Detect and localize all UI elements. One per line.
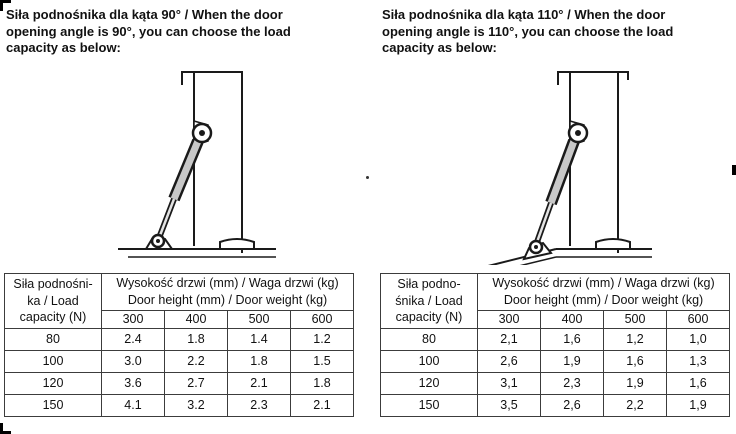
table-row: 120 3.6 2.7 2.1 1.8: [4, 371, 354, 395]
col-header-400: 400: [164, 309, 228, 329]
value-cell: 3.6: [101, 371, 165, 395]
table-row: 100 2,6 1,9 1,6 1,3: [380, 349, 730, 373]
bottom-pivot-pin: [534, 244, 538, 249]
value-cell: 1.8: [227, 349, 291, 373]
scan-edge-mark-right: [732, 165, 736, 175]
value-cell: 1,0: [666, 327, 730, 351]
value-cell: 3.2: [164, 393, 228, 417]
cabinet-base-line: [487, 247, 652, 273]
table-row: 150 3,5 2,6 2,2 1,9: [380, 393, 730, 417]
table-row: 80 2,1 1,6 1,2 1,0: [380, 327, 730, 351]
value-cell: 2.1: [227, 371, 291, 395]
value-cell: 2,2: [603, 393, 667, 417]
heading-angle-90: Siła podnośnika dla kąta 90° / When the …: [6, 7, 291, 56]
value-cell: 1,3: [666, 349, 730, 373]
scan-corner-mark-bottom-left: [0, 423, 11, 434]
value-cell: 1,6: [666, 371, 730, 395]
value-cell: 1.8: [164, 327, 228, 351]
value-cell: 1,6: [603, 349, 667, 373]
load-cell: 120: [380, 371, 478, 395]
load-table-110: Siła podno- śnika / Load capacity (N) Wy…: [380, 272, 730, 417]
bottom-pivot-pin: [156, 238, 160, 243]
scan-corner-mark-top-left: [0, 0, 11, 11]
load-cell: 120: [4, 371, 102, 395]
piston-rod: [535, 202, 553, 243]
column-header-row: 300 400 500 600: [5, 309, 354, 329]
value-cell: 1,9: [666, 393, 730, 417]
table-row: 150 4.1 3.2 2.3 2.1: [4, 393, 354, 417]
col-header-600: 600: [666, 309, 730, 329]
load-capacity-header: Siła podno- śnika / Load capacity (N): [380, 272, 478, 329]
value-cell: 1,2: [603, 327, 667, 351]
value-cell: 2.4: [101, 327, 165, 351]
value-cell: 2.7: [164, 371, 228, 395]
col-header-500: 500: [603, 309, 667, 329]
value-cell: 1,6: [540, 327, 604, 351]
scan-dot-mark: [366, 176, 369, 179]
load-capacity-header: Siła podnośni- ka / Load capacity (N): [4, 272, 102, 329]
heading-angle-110: Siła podnośnika dla kąta 110° / When the…: [382, 7, 674, 56]
load-cell: 80: [4, 327, 102, 351]
value-cell: 1.4: [227, 327, 291, 351]
table-row: 120 3,1 2,3 1,9 1,6: [380, 371, 730, 395]
load-cell: 100: [4, 349, 102, 373]
value-cell: 1,9: [603, 371, 667, 395]
value-cell: 1,9: [540, 349, 604, 373]
door-strut-diagram-90: [102, 63, 292, 265]
value-cell: 4.1: [101, 393, 165, 417]
panel-angle-90: Siła podnośnika dla kąta 90° / When the …: [4, 7, 354, 417]
cabinet-base-line: [118, 247, 276, 258]
door-bottom-hinge: [595, 237, 631, 250]
value-cell: 3,1: [477, 371, 541, 395]
column-header-row: 300 400 500 600: [381, 309, 730, 329]
value-cell: 3,5: [477, 393, 541, 417]
panel-angle-110: Siła podnośnika dla kąta 110° / When the…: [368, 0, 736, 434]
load-cell: 150: [4, 393, 102, 417]
value-cell: 2.1: [290, 393, 354, 417]
load-cell: 80: [380, 327, 478, 351]
strut-body: [170, 139, 202, 201]
table-row: 100 3.0 2.2 1.8 1.5: [4, 349, 354, 373]
col-header-300: 300: [477, 309, 541, 329]
value-cell: 2.2: [164, 349, 228, 373]
col-header-400: 400: [540, 309, 604, 329]
table-header-row: Siła podno- śnika / Load capacity (N) Wy…: [380, 272, 730, 329]
door-bottom-hinge: [219, 237, 255, 250]
table-row: 80 2.4 1.8 1.4 1.2: [4, 327, 354, 351]
value-cell: 1.8: [290, 371, 354, 395]
value-cell: 2.3: [227, 393, 291, 417]
value-cell: 3.0: [101, 349, 165, 373]
load-table-90: Siła podnośni- ka / Load capacity (N) Wy…: [4, 272, 354, 417]
door-strut-diagram-110: [478, 63, 668, 273]
value-cell: 2,6: [477, 349, 541, 373]
height-weight-header: Wysokość drzwi (mm) / Waga drzwi (kg) Do…: [477, 272, 730, 311]
load-cell: 100: [380, 349, 478, 373]
gas-strut-90-illustration: [118, 70, 276, 258]
top-pivot-pin: [199, 129, 205, 136]
value-cell: 2,1: [477, 327, 541, 351]
height-weight-header: Wysokość drzwi (mm) / Waga drzwi (kg) Do…: [101, 272, 354, 311]
piston-rod: [157, 198, 176, 239]
col-header-500: 500: [227, 309, 291, 329]
col-header-600: 600: [290, 309, 354, 329]
top-pivot-pin: [575, 129, 581, 136]
strut-body: [547, 139, 578, 205]
value-cell: 2,3: [540, 371, 604, 395]
value-cell: 2,6: [540, 393, 604, 417]
load-cell: 150: [380, 393, 478, 417]
value-cell: 1.2: [290, 327, 354, 351]
value-cell: 1.5: [290, 349, 354, 373]
table-header-row: Siła podnośni- ka / Load capacity (N) Wy…: [4, 272, 354, 329]
gas-strut-110-illustration: [487, 70, 652, 273]
col-header-300: 300: [101, 309, 165, 329]
